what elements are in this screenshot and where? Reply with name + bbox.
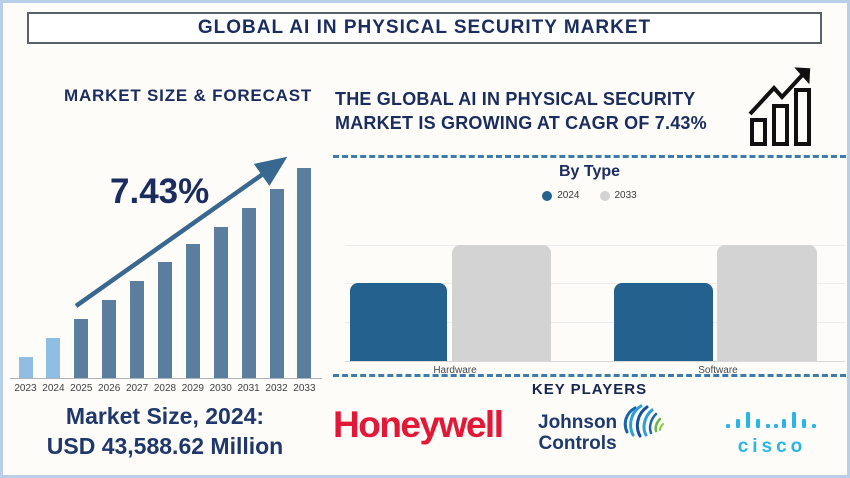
forecast-bar-column: 2029 xyxy=(179,244,206,394)
forecast-year-label: 2033 xyxy=(293,383,316,394)
forecast-year-label: 2027 xyxy=(125,383,149,394)
bytype-bar-software-2024 xyxy=(614,283,713,361)
cisco-wordmark: cisco xyxy=(737,436,807,457)
forecast-year-label: 2032 xyxy=(265,383,288,394)
legend-item-2024[interactable]: 2024 xyxy=(542,190,580,201)
legend-label: 2033 xyxy=(614,190,637,201)
johnson-controls-logo: Johnson Controls xyxy=(538,404,665,455)
forecast-bar-column: 2031 xyxy=(235,208,262,394)
bytype-bar-software-2033 xyxy=(717,245,817,361)
cisco-bridge-icon xyxy=(726,412,816,428)
by-type-chart xyxy=(345,238,845,362)
market-size-caption: Market Size, 2024: USD 43,588.62 Million xyxy=(0,402,330,462)
cagr-headline-line2: MARKET IS GROWING AT CAGR OF 7.43% xyxy=(335,113,707,134)
key-players-heading: KEY PLAYERS xyxy=(531,381,648,398)
gridline xyxy=(345,322,845,323)
forecast-bar-column: 2023 xyxy=(12,357,39,394)
forecast-bar-2023 xyxy=(18,357,33,378)
by-type-heading: By Type xyxy=(558,163,621,180)
forecast-bar-2025 xyxy=(74,319,89,378)
forecast-bar-2027 xyxy=(130,281,145,378)
cagr-headline: THE GLOBAL AI IN PHYSICAL SECURITY MARKE… xyxy=(335,87,755,136)
bytype-bar-hardware-2024 xyxy=(350,283,447,361)
forecast-bar-column: 2028 xyxy=(151,262,178,394)
page-title: GLOBAL AI IN PHYSICAL SECURITY MARKET xyxy=(197,17,652,38)
forecast-bar-column: 2026 xyxy=(96,300,123,394)
forecast-bar-2028 xyxy=(157,262,172,378)
forecast-bar-column: 2033 xyxy=(291,168,318,394)
forecast-year-label: 2028 xyxy=(153,383,177,394)
by-type-legend: 2024 2033 xyxy=(333,190,846,201)
johnson-controls-wordmark: Johnson Controls xyxy=(538,412,618,454)
forecast-bar-column: 2025 xyxy=(68,319,95,394)
dashed-divider-bottom xyxy=(333,374,846,377)
market-size-line1: Market Size, 2024: xyxy=(65,403,265,429)
forecast-year-label: 2031 xyxy=(237,383,260,394)
johnson-controls-globe-icon xyxy=(623,404,665,438)
forecast-bar-2033 xyxy=(297,168,312,378)
forecast-bar-column: 2032 xyxy=(263,189,290,394)
market-size-line2: USD 43,588.62 Million xyxy=(46,432,284,459)
gridline xyxy=(345,283,845,284)
by-type-chart-baseline xyxy=(345,361,845,362)
forecast-bar-2026 xyxy=(102,300,117,378)
cisco-logo: cisco xyxy=(722,410,822,458)
legend-item-2033[interactable]: 2033 xyxy=(599,190,637,201)
xaxis-label-hardware: Hardware xyxy=(433,365,477,376)
forecast-bar-2030 xyxy=(213,227,228,378)
forecast-year-label: 2030 xyxy=(209,383,232,394)
forecast-bar-2032 xyxy=(269,189,284,378)
forecast-bar-2029 xyxy=(185,244,200,378)
xaxis-label-software: Software xyxy=(698,365,738,376)
forecast-bar-column: 2030 xyxy=(207,227,234,394)
cagr-headline-line1: THE GLOBAL AI IN PHYSICAL SECURITY xyxy=(335,89,696,109)
legend-dot-icon xyxy=(542,190,553,201)
legend-dot-icon xyxy=(599,190,610,201)
gridline xyxy=(345,245,845,246)
forecast-year-label: 2024 xyxy=(42,383,65,394)
bytype-bar-hardware-2033 xyxy=(452,245,551,361)
dashed-divider-top xyxy=(333,155,846,158)
forecast-year-label: 2023 xyxy=(14,383,37,394)
cagr-value-label: 7.43% xyxy=(110,172,210,211)
forecast-bar-2031 xyxy=(241,208,256,378)
forecast-bar-column: 2024 xyxy=(40,338,67,394)
forecast-year-label: 2025 xyxy=(70,383,93,394)
growth-chart-icon xyxy=(748,67,811,146)
forecast-year-label: 2029 xyxy=(181,383,204,394)
forecast-bar-column: 2027 xyxy=(124,281,151,394)
legend-label: 2024 xyxy=(557,190,580,201)
forecast-bar-2024 xyxy=(46,338,61,378)
title-bar: GLOBAL AI IN PHYSICAL SECURITY MARKET xyxy=(27,12,822,44)
forecast-year-label: 2026 xyxy=(98,383,121,394)
forecast-chart-axis-line xyxy=(10,378,322,379)
honeywell-logo: Honeywell xyxy=(333,404,504,445)
forecast-section-heading: MARKET SIZE & FORECAST xyxy=(64,86,313,105)
